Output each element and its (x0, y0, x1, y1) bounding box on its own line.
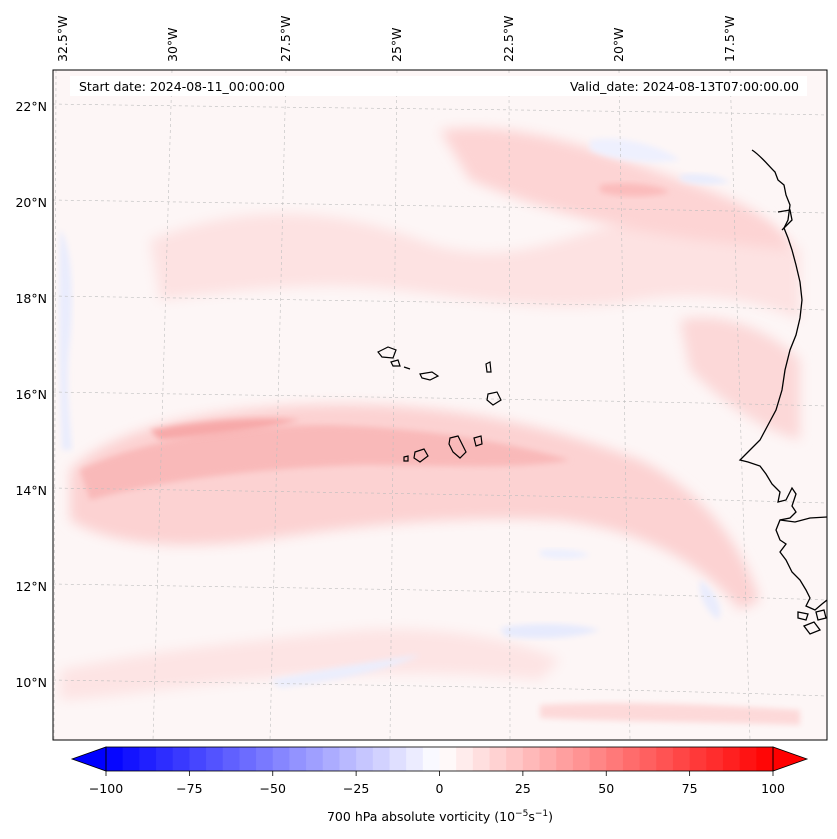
colorbar-cell (522, 747, 541, 771)
colorbar-cell (339, 747, 357, 771)
colorbar-cell (472, 747, 491, 771)
colorbar-cell (139, 747, 157, 771)
lon-label-17-5w: 17.5°W (722, 16, 737, 62)
colorbar-tick-label: −25 (343, 781, 369, 796)
lon-label-25w: 25°W (389, 27, 404, 62)
colorbar-tick-label: −50 (260, 781, 286, 796)
colorbar-tick-label: 100 (761, 781, 785, 796)
colorbar-cell (739, 747, 757, 771)
colorbar-cell (306, 747, 324, 771)
lon-label-30w: 30°W (165, 27, 180, 62)
colorbar: −100 −75 −50 −25 0 25 50 75 100 700 hPa absolute… (70, 746, 809, 824)
colorbar-cell (756, 747, 774, 771)
colorbar-cell (589, 747, 607, 771)
colorbar-cells (106, 747, 774, 771)
coastline (738, 149, 827, 635)
colorbar-cell (122, 747, 140, 771)
colorbar-cell (289, 747, 307, 771)
colorbar-cell (706, 747, 724, 771)
cape-verde-islands (377, 346, 502, 463)
date-label-box (70, 76, 807, 96)
colorbar-cell (556, 747, 574, 771)
colorbar-cell (356, 747, 374, 771)
colorbar-cell (606, 747, 624, 771)
colorbar-cell (456, 747, 474, 771)
lat-label-12n: 12°N (15, 579, 47, 594)
colorbar-cell (222, 747, 241, 771)
lat-label-14n: 14°N (15, 483, 47, 498)
colorbar-extend-min (70, 746, 107, 772)
colorbar-cell (656, 747, 674, 771)
lon-label-27-5w: 27.5°W (278, 16, 293, 62)
start-date-label: Start date: 2024-08-11_00:00:00 (79, 79, 285, 94)
colorbar-cell (506, 747, 524, 771)
colorbar-tick-label: 25 (515, 781, 531, 796)
colorbar-cell (272, 747, 291, 771)
colorbar-cell (322, 747, 341, 771)
colorbar-label: 700 hPa absolute vorticity (10−5s−1) (327, 809, 553, 824)
lon-label-22-5w: 22.5°W (501, 16, 516, 62)
colorbar-tick-label: −100 (89, 781, 123, 796)
colorbar-cell (689, 747, 707, 771)
colorbar-cell (672, 747, 691, 771)
colorbar-cell (206, 747, 224, 771)
lat-label-10n: 10°N (15, 675, 47, 690)
colorbar-cell (439, 747, 457, 771)
gridlines (53, 70, 827, 740)
colorbar-cell (389, 747, 407, 771)
colorbar-cell (422, 747, 441, 771)
colorbar-cell (539, 747, 557, 771)
map-panel[interactable] (53, 70, 827, 740)
colorbar-tick-label: 75 (682, 781, 698, 796)
colorbar-cell (156, 747, 174, 771)
colorbar-cell (172, 747, 190, 771)
colorbar-cell (722, 747, 741, 771)
colorbar-extend-max (772, 746, 809, 772)
colorbar-cell (239, 747, 257, 771)
longitude-labels: 32.5°W 30°W 27.5°W 25°W 22.5°W 20°W 17.5… (55, 16, 737, 62)
lat-label-22n: 22°N (15, 99, 47, 114)
colorbar-cell (372, 747, 391, 771)
colorbar-tick-label: −75 (176, 781, 202, 796)
colorbar-cell (189, 747, 207, 771)
latitude-labels: 22°N 20°N 18°N 16°N 14°N 12°N 10°N (15, 99, 47, 690)
valid-date-label: Valid_date: 2024-08-13T07:00:00.00 (570, 79, 799, 94)
lat-label-20n: 20°N (15, 195, 47, 210)
colorbar-tick-label: 0 (436, 781, 444, 796)
lon-label-20w: 20°W (611, 27, 626, 62)
colorbar-tick-label: 50 (598, 781, 614, 796)
colorbar-cell (489, 747, 507, 771)
lat-label-18n: 18°N (15, 291, 47, 306)
west-africa-coastline (738, 149, 827, 611)
colorbar-cell (406, 747, 424, 771)
colorbar-cell (639, 747, 657, 771)
colorbar-cell (106, 747, 124, 771)
map-frame (52, 69, 828, 741)
lat-label-16n: 16°N (15, 387, 47, 402)
colorbar-cell (572, 747, 591, 771)
colorbar-ticks: −100 −75 −50 −25 0 25 50 75 100 (89, 771, 785, 796)
lon-label-32-5w: 32.5°W (55, 16, 70, 62)
colorbar-cell (256, 747, 274, 771)
colorbar-cell (622, 747, 641, 771)
